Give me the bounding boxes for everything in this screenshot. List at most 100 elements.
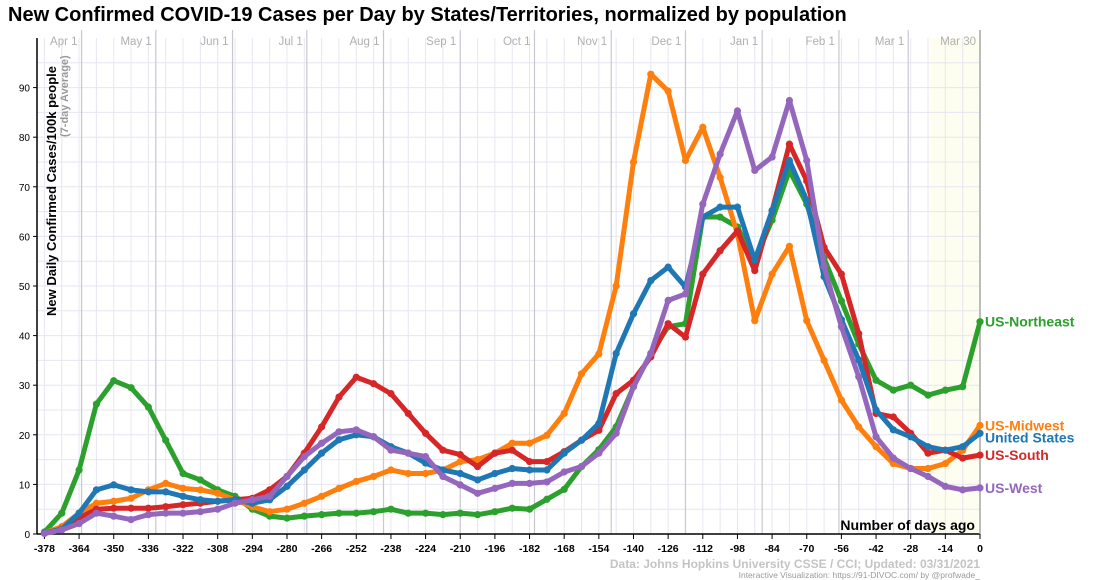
data-point (144, 403, 152, 411)
y-tick-label: 70 (19, 183, 31, 194)
month-label: Oct 1 (503, 36, 530, 48)
x-tick-label: -378 (34, 543, 55, 555)
data-point (716, 150, 724, 158)
data-point (543, 457, 551, 466)
data-point (179, 492, 187, 500)
data-point (664, 263, 672, 271)
month-label: Apr 1 (50, 36, 78, 48)
data-point (335, 509, 343, 517)
data-point (924, 391, 932, 399)
data-point (733, 227, 742, 235)
data-point (456, 509, 464, 517)
y-axis-label-group: New Daily Confirmed Cases/100k people (44, 66, 59, 316)
x-tick-label: -126 (658, 543, 679, 555)
data-point (941, 386, 949, 394)
x-tick-label: -70 (799, 543, 814, 555)
data-point (629, 310, 638, 318)
month-label: Jul 1 (278, 36, 302, 48)
data-point (370, 380, 378, 388)
data-point (473, 456, 482, 464)
data-point (508, 464, 516, 473)
data-point (560, 449, 568, 457)
data-point (976, 429, 984, 437)
data-point (370, 472, 378, 481)
data-point (439, 511, 447, 519)
month-label: Feb 1 (805, 36, 834, 48)
data-point (456, 481, 464, 489)
x-tick-label: -308 (207, 543, 228, 555)
month-label: Dec 1 (651, 36, 681, 48)
y-tick-label: 60 (19, 232, 31, 243)
series-label: United States (985, 429, 1075, 445)
data-point (855, 373, 863, 381)
data-point (335, 393, 343, 401)
data-point (110, 512, 118, 520)
data-point (473, 489, 482, 497)
month-label: Aug 1 (349, 36, 379, 48)
series-group (40, 70, 984, 538)
series-us-midwest (40, 70, 984, 537)
data-point (837, 270, 845, 278)
data-point (577, 370, 586, 378)
month-label: Mar 1 (875, 36, 904, 48)
data-point (577, 436, 586, 444)
x-tick-label: -238 (380, 543, 401, 555)
data-point (335, 484, 343, 492)
data-point (179, 501, 187, 509)
data-point (92, 486, 101, 494)
month-label: Nov 1 (577, 36, 607, 48)
data-point (300, 466, 308, 474)
visualization-credit[interactable]: Interactive Visualization: https://91-DI… (739, 570, 981, 580)
y-tick-label: 20 (19, 431, 31, 442)
data-point (404, 509, 412, 517)
data-point (837, 297, 845, 305)
data-point (144, 488, 152, 496)
data-point (577, 462, 586, 471)
data-point (785, 96, 794, 105)
data-point (421, 429, 430, 437)
x-tick-label: -84 (765, 543, 780, 555)
data-point (976, 484, 984, 492)
data-point (318, 439, 326, 447)
data-point (837, 323, 845, 331)
data-point (959, 454, 967, 462)
data-point (664, 296, 672, 304)
series-labels: US-Northeast US-Midwest US-South United Sta… (985, 314, 1075, 496)
x-tick-label: -364 (69, 543, 90, 555)
data-point (196, 508, 204, 516)
data-point (872, 406, 880, 414)
data-point (283, 514, 291, 522)
data-point (231, 499, 239, 507)
data-point (820, 356, 828, 364)
x-tick-label: -196 (484, 543, 505, 555)
data-point (214, 489, 222, 497)
data-point (768, 153, 776, 161)
data-point (75, 466, 83, 474)
y-tick-label: 0 (24, 530, 30, 541)
x-tick-label: -98 (730, 543, 745, 555)
data-point (352, 426, 360, 434)
data-point (560, 468, 568, 476)
data-point (941, 459, 949, 468)
data-point (716, 213, 724, 221)
data-point (127, 384, 135, 392)
data-point (352, 509, 360, 517)
data-point (508, 504, 516, 512)
x-tick-label: -224 (415, 543, 436, 555)
data-point (179, 509, 187, 517)
data-point (872, 433, 880, 441)
data-point (647, 276, 655, 285)
data-point (404, 449, 412, 457)
data-point (491, 449, 499, 457)
data-point (595, 449, 603, 457)
data-point (855, 423, 863, 431)
month-label: May 1 (120, 36, 151, 48)
data-point (924, 449, 932, 457)
data-point (127, 494, 135, 502)
data-point (92, 400, 101, 408)
x-tick-label: -28 (903, 543, 918, 555)
data-point (803, 317, 811, 325)
data-point (456, 451, 464, 459)
data-point (612, 349, 620, 358)
